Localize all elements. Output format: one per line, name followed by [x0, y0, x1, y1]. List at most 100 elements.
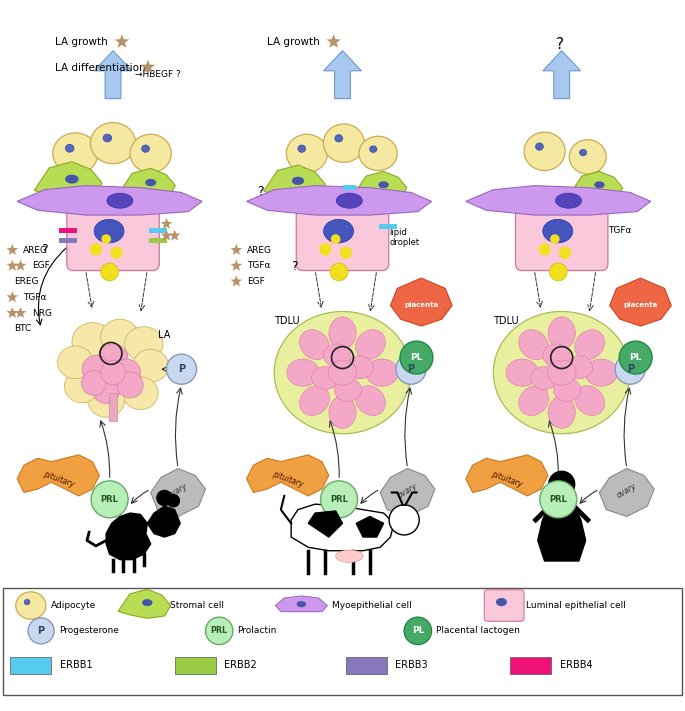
- Text: placenta: placenta: [404, 302, 438, 309]
- Ellipse shape: [519, 385, 549, 415]
- Ellipse shape: [94, 219, 124, 243]
- Text: BTC: BTC: [14, 324, 32, 333]
- Polygon shape: [14, 307, 27, 318]
- Text: EGF: EGF: [32, 261, 50, 270]
- Ellipse shape: [336, 550, 363, 562]
- Polygon shape: [323, 50, 362, 99]
- Text: P: P: [38, 626, 45, 636]
- Text: Luminal epithelial cell: Luminal epithelial cell: [526, 601, 626, 610]
- Ellipse shape: [329, 317, 356, 349]
- Text: TGFα: TGFα: [608, 226, 632, 235]
- Polygon shape: [6, 291, 18, 302]
- Polygon shape: [356, 516, 384, 537]
- Text: Myoepithelial cell: Myoepithelial cell: [332, 601, 411, 610]
- Text: Adipocyte: Adipocyte: [51, 601, 96, 610]
- Ellipse shape: [569, 140, 606, 174]
- Ellipse shape: [336, 193, 362, 208]
- Ellipse shape: [64, 370, 100, 402]
- Text: pituitary: pituitary: [490, 469, 523, 488]
- Circle shape: [91, 481, 128, 518]
- Ellipse shape: [24, 599, 30, 604]
- Polygon shape: [230, 260, 242, 271]
- Ellipse shape: [334, 378, 362, 401]
- Ellipse shape: [356, 385, 386, 415]
- Polygon shape: [543, 50, 580, 99]
- Polygon shape: [115, 34, 129, 48]
- Ellipse shape: [547, 360, 576, 385]
- Text: LA differentiation: LA differentiation: [55, 63, 145, 73]
- Ellipse shape: [101, 319, 139, 355]
- Text: TDLU: TDLU: [274, 316, 299, 326]
- FancyBboxPatch shape: [67, 201, 159, 271]
- Ellipse shape: [594, 181, 605, 188]
- Text: ?: ?: [556, 37, 564, 52]
- Ellipse shape: [335, 134, 342, 142]
- Circle shape: [166, 354, 197, 384]
- Polygon shape: [151, 469, 205, 516]
- Ellipse shape: [107, 193, 133, 208]
- Text: Progesterone: Progesterone: [59, 626, 119, 636]
- Circle shape: [549, 263, 567, 281]
- Circle shape: [110, 247, 123, 259]
- Bar: [149, 238, 167, 243]
- Ellipse shape: [531, 366, 558, 390]
- Text: AREG: AREG: [23, 245, 48, 255]
- Polygon shape: [538, 499, 586, 561]
- Ellipse shape: [543, 344, 570, 367]
- Ellipse shape: [123, 377, 158, 410]
- Polygon shape: [6, 244, 18, 255]
- Ellipse shape: [346, 356, 373, 379]
- Ellipse shape: [292, 177, 304, 185]
- Ellipse shape: [65, 175, 79, 183]
- Text: LA growth: LA growth: [267, 37, 320, 47]
- Circle shape: [166, 494, 180, 508]
- Bar: [342, 186, 356, 190]
- Ellipse shape: [88, 383, 125, 417]
- Text: EGF: EGF: [247, 277, 265, 286]
- Circle shape: [113, 359, 140, 386]
- Text: →HBEGF ?: →HBEGF ?: [135, 70, 181, 79]
- Text: PRL: PRL: [101, 495, 119, 504]
- Ellipse shape: [65, 144, 74, 152]
- Circle shape: [82, 356, 110, 383]
- Circle shape: [101, 360, 125, 385]
- Text: ERBB3: ERBB3: [395, 660, 428, 670]
- Circle shape: [117, 372, 143, 398]
- Ellipse shape: [323, 344, 351, 367]
- Polygon shape: [247, 186, 432, 215]
- Circle shape: [101, 234, 111, 244]
- Ellipse shape: [506, 359, 538, 386]
- Circle shape: [559, 247, 571, 259]
- Text: PL: PL: [630, 353, 642, 362]
- Ellipse shape: [496, 598, 507, 606]
- Text: AREG: AREG: [247, 245, 272, 255]
- Polygon shape: [106, 513, 151, 560]
- Polygon shape: [6, 260, 18, 271]
- Ellipse shape: [125, 327, 163, 361]
- Polygon shape: [160, 230, 173, 240]
- Circle shape: [321, 481, 358, 518]
- Ellipse shape: [58, 346, 93, 379]
- Ellipse shape: [297, 601, 306, 607]
- Circle shape: [331, 234, 340, 244]
- Circle shape: [319, 243, 332, 255]
- Polygon shape: [34, 162, 102, 200]
- Ellipse shape: [130, 134, 171, 173]
- Text: NRG: NRG: [32, 309, 52, 318]
- Ellipse shape: [536, 143, 543, 150]
- Circle shape: [540, 481, 577, 518]
- Text: P: P: [408, 364, 414, 374]
- Circle shape: [156, 490, 173, 506]
- Polygon shape: [466, 455, 548, 496]
- Text: P: P: [178, 364, 185, 374]
- Polygon shape: [141, 60, 155, 73]
- Polygon shape: [599, 469, 654, 516]
- Ellipse shape: [16, 592, 46, 619]
- Polygon shape: [355, 171, 407, 201]
- Ellipse shape: [575, 330, 605, 360]
- Ellipse shape: [329, 396, 356, 428]
- Circle shape: [92, 376, 120, 403]
- Polygon shape: [17, 455, 99, 496]
- FancyBboxPatch shape: [515, 201, 608, 271]
- Polygon shape: [466, 186, 651, 215]
